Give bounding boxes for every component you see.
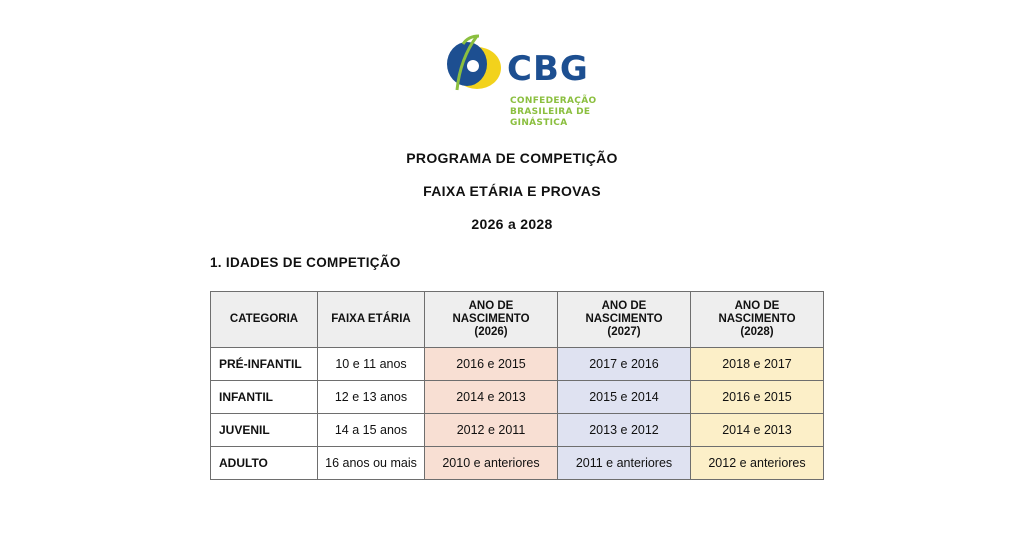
- header-line: (2028): [740, 326, 774, 338]
- header-nascimento-2028: ANO DE NASCIMENTO (2028): [690, 291, 824, 348]
- header-categoria: CATEGORIA: [210, 291, 318, 348]
- header-line: NASCIMENTO: [718, 313, 796, 325]
- cell-categoria: JUVENIL: [210, 413, 318, 447]
- cell-2028: 2012 e anteriores: [690, 446, 824, 480]
- cell-2028: 2018 e 2017: [690, 347, 824, 381]
- header-line: (2026): [474, 326, 508, 338]
- table-row: PRÉ-INFANTIL 10 e 11 anos 2016 e 2015 20…: [210, 347, 824, 381]
- header-line: ANO DE: [468, 300, 514, 312]
- cell-categoria: PRÉ-INFANTIL: [210, 347, 318, 381]
- document-title: PROGRAMA DE COMPETIÇÃO: [406, 150, 618, 166]
- logo-wordmark: CBG: [507, 49, 589, 89]
- cell-2026: 2016 e 2015: [424, 347, 558, 381]
- cell-categoria: INFANTIL: [210, 380, 318, 414]
- document-period: 2026 a 2028: [471, 216, 553, 232]
- cell-2028: 2016 e 2015: [690, 380, 824, 414]
- cell-2026: 2014 e 2013: [424, 380, 558, 414]
- cell-2026: 2012 e 2011: [424, 413, 558, 447]
- cell-2027: 2013 e 2012: [557, 413, 691, 447]
- header-line: (2027): [607, 326, 641, 338]
- cell-2027: 2015 e 2014: [557, 380, 691, 414]
- cell-categoria: ADULTO: [210, 446, 318, 480]
- logo-subtitle: CONFEDERAÇÃO BRASILEIRA DE GINÁSTICA: [510, 96, 596, 129]
- header-line: NASCIMENTO: [585, 313, 663, 325]
- cell-faixa-etaria: 16 anos ou mais: [317, 446, 425, 480]
- cell-2027: 2017 e 2016: [557, 347, 691, 381]
- logo-subtitle-line: BRASILEIRA DE: [510, 107, 591, 117]
- cell-faixa-etaria: 12 e 13 anos: [317, 380, 425, 414]
- cbg-emblem-icon: [447, 34, 501, 91]
- logo-subtitle-line: CONFEDERAÇÃO: [510, 96, 597, 106]
- header-nascimento-2027: ANO DE NASCIMENTO (2027): [557, 291, 691, 348]
- table-row: JUVENIL 14 a 15 anos 2012 e 2011 2013 e …: [210, 413, 824, 447]
- competition-ages-table: CATEGORIA FAIXA ETÁRIA ANO DE NASCIMENTO…: [210, 291, 824, 480]
- table-header-row: CATEGORIA FAIXA ETÁRIA ANO DE NASCIMENTO…: [210, 291, 824, 348]
- header-line: ANO DE: [734, 300, 780, 312]
- cell-2028: 2014 e 2013: [690, 413, 824, 447]
- section-title: 1. IDADES DE COMPETIÇÃO: [210, 255, 401, 270]
- header-faixa-etaria: FAIXA ETÁRIA: [317, 291, 425, 348]
- cell-2027: 2011 e anteriores: [557, 446, 691, 480]
- logo-subtitle-line: GINÁSTICA: [510, 118, 568, 128]
- cell-2026: 2010 e anteriores: [424, 446, 558, 480]
- document-subtitle: FAIXA ETÁRIA E PROVAS: [423, 183, 601, 199]
- header-nascimento-2026: ANO DE NASCIMENTO (2026): [424, 291, 558, 348]
- header-line: NASCIMENTO: [452, 313, 530, 325]
- table-row: INFANTIL 12 e 13 anos 2014 e 2013 2015 e…: [210, 380, 824, 414]
- cbg-logo: CBG CONFEDERAÇÃO BRASILEIRA DE GINÁSTICA: [443, 30, 603, 130]
- header-line: ANO DE: [601, 300, 647, 312]
- cell-faixa-etaria: 10 e 11 anos: [317, 347, 425, 381]
- table-row: ADULTO 16 anos ou mais 2010 e anteriores…: [210, 446, 824, 480]
- cell-faixa-etaria: 14 a 15 anos: [317, 413, 425, 447]
